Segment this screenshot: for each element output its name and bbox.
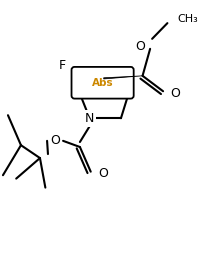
Text: CH₃: CH₃: [177, 14, 198, 24]
Text: O: O: [135, 40, 145, 53]
Text: O: O: [170, 87, 180, 100]
Text: O: O: [98, 167, 108, 180]
Text: F: F: [59, 59, 66, 72]
FancyBboxPatch shape: [71, 67, 134, 99]
Polygon shape: [104, 76, 143, 79]
Text: O: O: [50, 134, 60, 147]
Text: N: N: [85, 112, 94, 125]
Text: Abs: Abs: [92, 78, 114, 88]
